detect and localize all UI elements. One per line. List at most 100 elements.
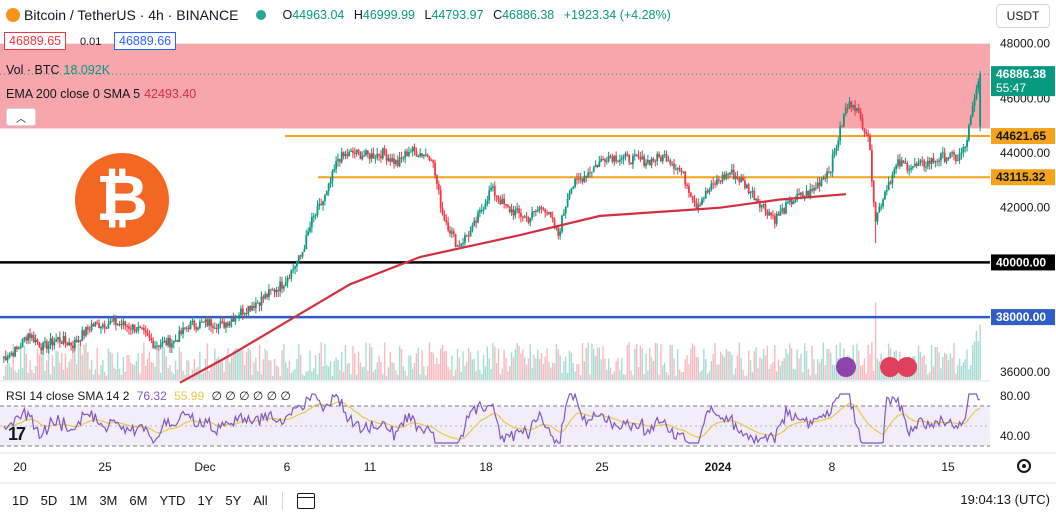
candle-body bbox=[585, 175, 588, 178]
candle-body bbox=[366, 150, 369, 155]
collapse-legend-button[interactable]: ︿ bbox=[6, 108, 36, 126]
range-5y[interactable]: 5Y bbox=[225, 493, 242, 508]
volume-bar bbox=[372, 371, 375, 380]
candle-body bbox=[324, 195, 326, 201]
candle-body bbox=[751, 190, 754, 192]
candle-body bbox=[973, 97, 976, 106]
volume-bar bbox=[820, 358, 823, 380]
candle-body bbox=[968, 125, 970, 141]
candle-body bbox=[962, 147, 965, 153]
candle-body bbox=[803, 195, 806, 197]
range-5d[interactable]: 5D bbox=[40, 493, 58, 508]
volume-bar bbox=[721, 354, 724, 380]
currency-select[interactable]: USDT bbox=[996, 4, 1050, 28]
candle-body bbox=[697, 204, 700, 210]
range-1m[interactable]: 1M bbox=[69, 493, 88, 508]
symbol-title[interactable]: Bitcoin / TetherUS · 4h · BINANCE bbox=[24, 7, 239, 23]
candle-body bbox=[516, 208, 519, 211]
volume-bar bbox=[671, 344, 673, 380]
candle-body bbox=[839, 126, 842, 141]
event-lightning-icon[interactable] bbox=[836, 357, 856, 377]
candle-body bbox=[893, 169, 896, 175]
volume-legend[interactable]: Vol · BTC 18.092K bbox=[6, 63, 111, 77]
volume-bar bbox=[299, 354, 302, 380]
candle-body bbox=[548, 211, 550, 214]
candle-body bbox=[497, 197, 500, 201]
candle-body bbox=[611, 156, 614, 162]
candle-body bbox=[678, 168, 681, 170]
candle-body bbox=[370, 153, 373, 160]
volume-bar bbox=[313, 368, 315, 380]
candle-body bbox=[100, 327, 102, 329]
volume-bar bbox=[858, 350, 860, 380]
candle-body bbox=[856, 108, 858, 111]
sell-price[interactable]: 46889.65 bbox=[4, 32, 67, 50]
volume-bar bbox=[805, 350, 808, 380]
y-tick-label: 36000.00 bbox=[1000, 365, 1050, 379]
volume-bar bbox=[796, 349, 798, 380]
candle-body bbox=[897, 159, 899, 166]
range-all[interactable]: All bbox=[253, 493, 268, 508]
candle-body bbox=[198, 321, 201, 328]
volume-bar bbox=[131, 364, 134, 380]
candle-body bbox=[447, 222, 450, 231]
volume-bar bbox=[781, 360, 783, 380]
volume-bar bbox=[12, 344, 14, 380]
settings-gear-icon[interactable] bbox=[1017, 459, 1031, 473]
candle-body bbox=[882, 199, 884, 207]
candle-body bbox=[58, 337, 61, 342]
volume-bar bbox=[749, 359, 752, 380]
volume-bar bbox=[708, 371, 711, 380]
event-us-flag-icon[interactable] bbox=[880, 357, 900, 377]
candle-body bbox=[154, 346, 156, 348]
event-us-flag-icon-2[interactable] bbox=[897, 357, 917, 377]
range-1y[interactable]: 1Y bbox=[197, 493, 214, 508]
candle-body bbox=[266, 294, 268, 297]
candle-body bbox=[712, 183, 715, 185]
volume-bar bbox=[744, 375, 746, 380]
candle-body bbox=[786, 202, 789, 204]
volume-bar bbox=[777, 359, 780, 380]
candle-body bbox=[921, 160, 924, 162]
candle-body bbox=[329, 181, 332, 184]
candle-body bbox=[10, 352, 13, 355]
volume-bar bbox=[346, 363, 349, 380]
volume-bar bbox=[16, 372, 18, 380]
volume-bar bbox=[296, 358, 298, 380]
volume-bar bbox=[23, 345, 26, 380]
candle-body bbox=[163, 340, 166, 342]
volume-bar bbox=[199, 351, 201, 380]
candle-body bbox=[243, 312, 246, 315]
volume-bar bbox=[210, 365, 212, 380]
volume-bar bbox=[230, 356, 233, 380]
volume-bar bbox=[350, 374, 352, 380]
candle-body bbox=[45, 341, 48, 350]
candle-body bbox=[744, 180, 746, 188]
candle-body bbox=[413, 147, 416, 151]
volume-bar bbox=[380, 362, 382, 380]
volume-bar bbox=[647, 370, 649, 380]
range-1d[interactable]: 1D bbox=[12, 493, 29, 508]
volume-bar bbox=[473, 358, 475, 380]
candle-body bbox=[85, 327, 87, 336]
volume-bar bbox=[221, 357, 223, 380]
y-tick-label: 44000.00 bbox=[1000, 146, 1050, 160]
candle-body bbox=[368, 154, 371, 160]
range-6m[interactable]: 6M bbox=[129, 493, 148, 508]
candle-body bbox=[663, 154, 666, 156]
rsi-legend[interactable]: RSI 14 close SMA 14 2 76.32 55.99 ∅ ∅ ∅ … bbox=[6, 389, 291, 403]
candle-body bbox=[465, 235, 468, 237]
volume-bar bbox=[770, 364, 772, 380]
candle-body bbox=[118, 323, 121, 325]
volume-bar bbox=[830, 352, 832, 380]
candle-body bbox=[156, 345, 158, 347]
volume-bar bbox=[38, 354, 41, 380]
buy-price[interactable]: 46889.66 bbox=[114, 32, 177, 50]
candle-body bbox=[658, 153, 660, 157]
range-3m[interactable]: 3M bbox=[99, 493, 118, 508]
range-ytd[interactable]: YTD bbox=[159, 493, 186, 508]
calendar-icon[interactable] bbox=[296, 492, 315, 509]
ema-legend[interactable]: EMA 200 close 0 SMA 5 42493.40 bbox=[6, 87, 197, 101]
volume-bar bbox=[729, 351, 731, 380]
